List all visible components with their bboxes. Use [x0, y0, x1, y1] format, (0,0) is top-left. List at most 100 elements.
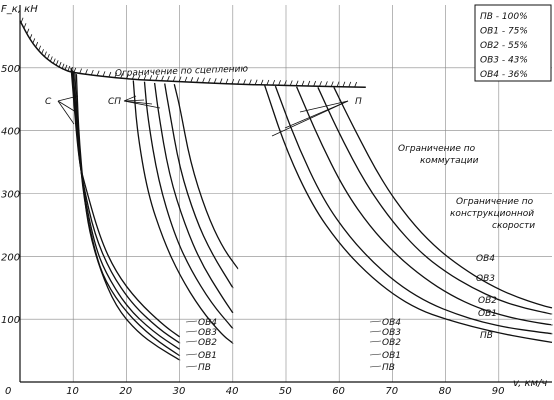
- adhesion-hatch: [47, 53, 50, 60]
- series-label-mid-ОВ2: ОВ2: [198, 338, 217, 348]
- legend-entry: ПВ - 100%: [480, 12, 528, 22]
- curve-СП-ОВ1: [143, 81, 234, 330]
- adhesion-hatch: [49, 56, 53, 62]
- annotation-commutation-2: коммутации: [420, 156, 479, 166]
- adhesion-limit-line: [19, 20, 366, 89]
- curve-С-ОВ3: [71, 69, 181, 344]
- adhesion-hatch: [231, 78, 235, 85]
- adhesion-hatch: [248, 79, 252, 85]
- adhesion-hatch: [108, 71, 112, 78]
- adhesion-hatch: [184, 76, 188, 83]
- series-leader-mid: [185, 330, 198, 333]
- adhesion-hatch: [190, 77, 194, 83]
- adhesion-hatch: [307, 80, 311, 87]
- series-label-far-ОВ1: ОВ1: [478, 309, 497, 319]
- adhesion-hatch: [272, 79, 276, 86]
- adhesion-hatch: [289, 80, 293, 86]
- y-tick-label: 400: [1, 127, 20, 138]
- x-tick-label: 90: [492, 386, 505, 397]
- leader-c: [57, 95, 79, 102]
- adhesion-hatch: [114, 72, 118, 78]
- adhesion-hatch: [295, 80, 299, 86]
- adhesion-hatch: [137, 74, 141, 80]
- group-label-p: П: [355, 97, 362, 107]
- annotation-design-speed-1: Ограничение по: [456, 197, 534, 207]
- adhesion-hatch: [58, 61, 62, 68]
- adhesion-hatch: [64, 64, 68, 71]
- legend-entry: ОВ2 - 55%: [480, 41, 528, 51]
- legend-entry: ОВ3 - 43%: [480, 56, 528, 66]
- legend-entry: ОВ1 - 75%: [480, 27, 528, 37]
- grid: [20, 5, 552, 382]
- adhesion-hatch: [313, 80, 317, 87]
- curve-С-ОВ4: [70, 67, 180, 338]
- curve-С-ОВ1: [74, 72, 180, 357]
- adhesion-hatch: [41, 49, 44, 55]
- adhesion-hatch: [102, 71, 106, 77]
- series-label-far-ПВ: ПВ: [480, 331, 493, 341]
- legend-box: [474, 4, 552, 82]
- series-label-far-ОВ4: ОВ4: [476, 254, 495, 264]
- labels: Ограничение по сцеплению Ограничение по ко…: [45, 64, 535, 373]
- adhesion-hatch: [61, 63, 65, 69]
- x-tick-label: 70: [385, 386, 398, 397]
- adhesion-hatch: [330, 81, 334, 87]
- adhesion-hatch: [79, 68, 82, 74]
- adhesion-hatch: [35, 41, 39, 48]
- series-leader-mid: [185, 365, 198, 368]
- x-tick-label: 80: [439, 386, 452, 397]
- series-label-mid-ОВ3: ОВ3: [198, 328, 217, 338]
- series-label-mid-ОВ1: ОВ1: [198, 351, 217, 361]
- x-tick-label: 60: [332, 386, 345, 397]
- adhesion-hatch: [243, 79, 246, 85]
- y-tick-label: 100: [1, 315, 20, 326]
- adhesion-hatch: [301, 80, 305, 86]
- adhesion-hatch: [254, 79, 258, 85]
- adhesion-hatch: [260, 79, 264, 85]
- adhesion-hatch: [26, 28, 30, 34]
- x-tick-label: 10: [66, 386, 79, 397]
- series-label-right-ОВ2: ОВ2: [382, 338, 401, 348]
- y-tick-label: 300: [1, 190, 20, 201]
- series-leader-right: [369, 353, 382, 356]
- x-tick-label: 50: [279, 386, 292, 397]
- adhesion-hatch: [73, 67, 77, 74]
- adhesion-hatch: [29, 34, 33, 40]
- adhesion-hatch: [324, 81, 328, 87]
- adhesion-hatch: [225, 78, 229, 84]
- adhesion-hatch: [207, 77, 211, 84]
- adhesion-hatch: [38, 45, 41, 51]
- series-leader-mid: [185, 353, 198, 356]
- adhesion-hatch: [67, 65, 71, 72]
- adhesion-hatch: [237, 79, 240, 85]
- leader-p: [299, 100, 349, 113]
- adhesion-hatch: [166, 75, 170, 82]
- legend-entry: ОВ4 - 36%: [480, 70, 528, 80]
- adhesion-hatch: [354, 81, 357, 88]
- group-label-c: С: [45, 97, 52, 107]
- adhesion-hatch: [85, 69, 88, 75]
- adhesion-hatch: [219, 78, 223, 84]
- adhesion-hatch: [131, 74, 135, 80]
- leader-sp: [123, 95, 137, 102]
- adhesion-hatch: [143, 74, 147, 81]
- series-label-right-ПВ: ПВ: [382, 363, 395, 373]
- series-label-far-ОВ2: ОВ2: [478, 296, 497, 306]
- series-label-mid-ОВ4: ОВ4: [198, 318, 217, 328]
- adhesion-hatch: [161, 75, 164, 81]
- group-label-sp: СП: [108, 97, 121, 107]
- series-leader-right: [369, 340, 382, 343]
- curve-СП-ПВ: [132, 80, 234, 344]
- adhesion-hatch: [284, 80, 287, 86]
- y-tick-label: 500: [1, 64, 20, 75]
- leader-c: [57, 100, 75, 125]
- adhesion-hatch: [342, 81, 346, 87]
- series-label-mid-ПВ: ПВ: [198, 363, 211, 373]
- curves: [19, 17, 553, 361]
- curve-П-ПВ: [264, 85, 553, 344]
- curve-СП-ОВ4: [173, 84, 239, 270]
- adhesion-hatch: [32, 38, 36, 44]
- adhesion-hatch: [202, 77, 205, 83]
